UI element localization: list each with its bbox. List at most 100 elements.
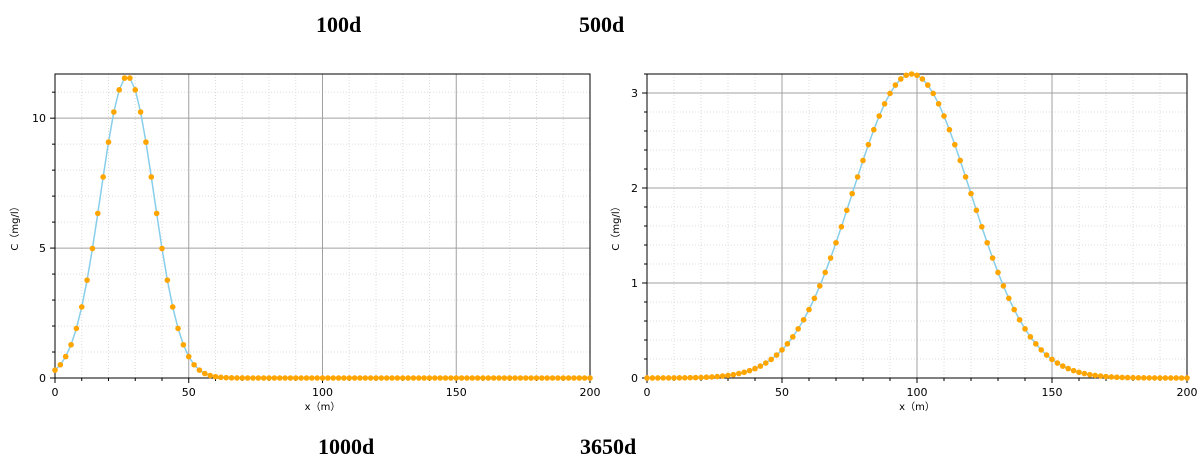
data-point [421,375,427,381]
data-point [887,90,893,97]
data-point [698,374,704,381]
data-point [1184,375,1190,381]
data-point [378,375,385,381]
y-tick-label: 0 [631,372,638,385]
data-point [838,223,845,230]
data-point [319,375,326,381]
data-point [1097,373,1104,379]
data-point [1016,316,1023,323]
data-point [757,363,764,369]
data-point [416,375,422,381]
data-point [234,375,240,381]
data-point [692,374,699,381]
data-point [549,375,556,381]
data-point [255,375,262,381]
data-point [389,375,395,381]
data-point [73,325,80,332]
data-point [881,101,888,107]
data-point [806,306,812,313]
data-point [298,375,304,381]
caption-3650d: 3650d [580,434,637,459]
data-point [84,277,90,283]
data-point [1124,374,1131,381]
data-point [351,375,358,381]
data-point [1060,363,1066,369]
data-point [1168,375,1174,381]
data-point [362,375,369,381]
data-point [469,375,476,381]
data-point [682,374,688,381]
data-point [919,76,926,82]
data-point [191,361,197,368]
x-tick-label: 150 [1042,386,1063,399]
x-tick-label: 200 [580,386,601,399]
data-point [383,375,390,381]
data-point [399,375,406,381]
data-point [325,375,331,381]
data-point [736,370,742,377]
data-point [485,375,492,381]
series-markers [52,75,593,381]
x-tick-label: 100 [907,386,928,399]
data-point [649,375,656,381]
data-point [784,341,791,347]
data-point [175,325,181,332]
data-point [1054,360,1061,366]
data-point [480,375,486,381]
data-point [169,304,176,310]
data-point [57,361,64,368]
data-point [989,255,996,261]
data-point [865,141,872,148]
data-point [1070,367,1077,374]
data-point [935,101,942,107]
data-point [725,372,731,379]
data-point [512,375,518,381]
data-point [741,369,747,376]
x-tick-label: 100 [312,386,333,399]
data-point [1043,352,1050,358]
data-point [410,375,417,381]
data-point [432,375,438,381]
data-point [180,341,187,348]
data-point [1049,356,1055,363]
data-point [474,375,481,381]
data-point [517,375,524,381]
data-point [89,245,96,252]
data-point [218,374,224,381]
data-point [1178,375,1185,381]
data-point [95,210,101,217]
data-point [876,113,882,119]
data-point [973,207,980,214]
data-point [676,375,683,381]
data-point [1162,375,1169,381]
data-point [153,210,160,217]
data-point [946,126,953,133]
data-point [571,375,577,381]
data-point [207,372,213,379]
data-point [860,157,866,164]
data-point [309,375,315,381]
data-point [330,375,337,381]
data-point [196,367,203,373]
data-point [952,141,958,148]
data-point [121,75,128,81]
data-point [394,375,401,381]
data-point [464,375,470,381]
x-tick-label: 50 [775,386,789,399]
data-point [143,139,149,145]
y-axis-label: C（mg/l） [9,201,21,250]
data-point [528,375,534,381]
data-point [164,277,171,283]
data-point [795,326,801,332]
data-point [260,375,267,381]
data-point [1135,374,1142,381]
caption-1000d: 1000d [318,434,375,459]
data-point [587,375,593,381]
data-point [367,375,374,381]
y-axis-label: C（mg/l） [610,201,622,250]
data-point [854,174,861,180]
data-point [1022,326,1028,332]
data-point [442,375,449,381]
